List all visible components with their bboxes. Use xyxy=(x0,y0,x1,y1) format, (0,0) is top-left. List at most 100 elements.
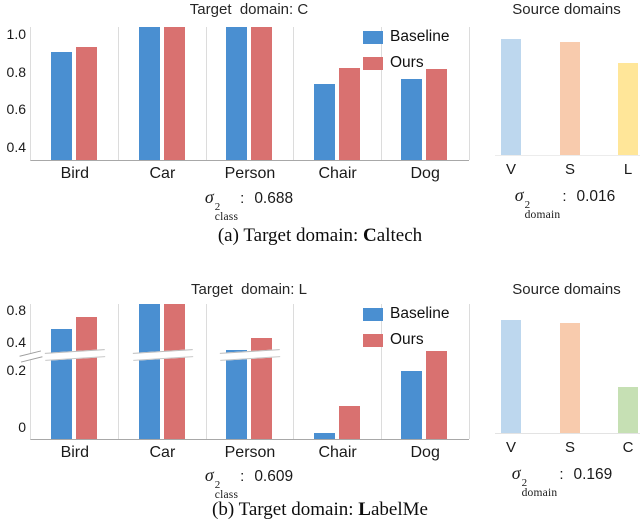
source-label-v: V xyxy=(505,161,516,178)
sigma-supsub: 2 domain xyxy=(521,477,558,500)
sigma-supsub: 2 class xyxy=(214,201,238,223)
caption-a-prefix: (a) Target domain: xyxy=(217,225,364,246)
bar-ours-bird xyxy=(76,316,97,439)
y-tick-label-0: 0 xyxy=(18,418,26,435)
sigma-domain-b: σ 2 domain:0.169 xyxy=(487,463,637,499)
class-chart-b-title: Target domain: L xyxy=(191,281,307,298)
sigma-value: 0.016 xyxy=(576,188,616,205)
x-label-dog: Dog xyxy=(410,165,440,182)
source-label-s: S xyxy=(564,161,575,178)
sigma-symbol: σ xyxy=(511,463,521,483)
category-gridline xyxy=(118,304,120,439)
legend-item-ours: Ours xyxy=(363,54,449,72)
sigma-symbol: σ xyxy=(204,465,214,485)
x-label-chair: Chair xyxy=(318,165,357,182)
legend-swatch-ours xyxy=(363,56,383,70)
source-bar-v xyxy=(501,39,521,155)
x-label-bird: Bird xyxy=(60,444,90,461)
source-label-v: V xyxy=(505,439,516,456)
bar-ours-bird xyxy=(76,47,97,160)
y-tick-label-0.2: 0.2 xyxy=(6,362,26,379)
sigma-symbol: σ xyxy=(204,187,214,207)
bar-baseline-dog xyxy=(401,79,423,160)
y-tick-label-0.8: 0.8 xyxy=(6,302,26,319)
source-label-s: S xyxy=(564,439,575,456)
sigma-sub: domain xyxy=(521,487,558,500)
bar-baseline-dog xyxy=(401,370,423,439)
sigma-value: 0.609 xyxy=(254,468,294,485)
bar-ours-dog xyxy=(426,68,448,160)
source-bar-s xyxy=(560,323,580,433)
x-label-person: Person xyxy=(224,444,276,461)
bar-baseline-person xyxy=(226,349,248,439)
source-bar-s xyxy=(560,42,580,155)
caption-a-bold-letter: C xyxy=(363,225,377,246)
legend-label-ours: Ours xyxy=(390,331,424,348)
x-label-chair: Chair xyxy=(318,444,357,461)
sigma-domain-a: σ 2 domain:0.016 xyxy=(490,185,640,221)
caption-a-rest: altech xyxy=(376,225,423,246)
class-chart-b: 0 0.2 0.4 0.8 Bird Car Person Chair Dog Baseline O… xyxy=(7,302,470,461)
sigma-supsub: 2 class xyxy=(214,479,239,502)
bar-baseline-bird xyxy=(51,329,72,439)
sigma-supsub: 2 domain xyxy=(524,199,561,221)
category-gridline xyxy=(205,27,207,160)
x-label-dog: Dog xyxy=(410,444,440,461)
category-gridline xyxy=(293,304,295,439)
bar-ours-chair xyxy=(338,406,360,439)
source-chart-a-title: Source domains xyxy=(512,1,621,18)
bar-ours-dog xyxy=(426,350,448,439)
legend-swatch-ours xyxy=(363,333,383,347)
caption-b-bold-letter: L xyxy=(358,499,371,520)
bar-baseline-person xyxy=(226,27,248,160)
class-chart-a-title: Target domain: C xyxy=(189,1,309,18)
y-tick-label-0.6: 0.6 xyxy=(6,101,26,118)
y-tick-label-0.4: 0.4 xyxy=(6,333,26,350)
legend-label-baseline: Baseline xyxy=(390,305,450,322)
sigma-value: 0.169 xyxy=(573,466,613,483)
bar-baseline-car xyxy=(138,304,160,439)
sigma-colon: : xyxy=(240,468,245,485)
bar-ours-car xyxy=(163,27,185,160)
bar-baseline-chair xyxy=(313,433,335,439)
sigma-colon: : xyxy=(559,466,564,483)
source-bar-l xyxy=(618,63,638,155)
legend-label-ours: Ours xyxy=(390,54,424,71)
source-label-l: L xyxy=(623,161,633,178)
y-tick-label-0.8: 0.8 xyxy=(6,63,26,80)
bar-baseline-bird xyxy=(51,52,72,160)
sigma-symbol: σ xyxy=(514,185,524,205)
category-gridline xyxy=(468,27,470,160)
sigma-sup: 2 xyxy=(214,479,221,491)
x-label-bird: Bird xyxy=(60,165,90,182)
y-tick-label-1.0: 1.0 xyxy=(6,26,26,43)
caption-b-prefix: (b) Target domain: xyxy=(212,499,359,520)
source-bar-v xyxy=(501,320,521,433)
legend-label-baseline: Baseline xyxy=(390,28,450,45)
bar-ours-car xyxy=(163,304,185,439)
category-gridline xyxy=(293,27,295,160)
axis-break-mark xyxy=(19,350,43,363)
source-bar-c xyxy=(618,387,638,433)
category-gridline xyxy=(118,27,120,160)
caption-b-rest: abelMe xyxy=(370,499,428,520)
category-gridline xyxy=(380,304,382,439)
sigma-value: 0.688 xyxy=(254,190,294,207)
sigma-sup: 2 xyxy=(214,201,221,213)
sigma-sub: class xyxy=(214,489,239,502)
legend: Baseline Ours xyxy=(363,305,449,357)
x-label-car: Car xyxy=(149,165,176,182)
source-label-c: C xyxy=(622,439,634,456)
sigma-sup: 2 xyxy=(524,199,531,211)
sigma-colon: : xyxy=(562,188,567,205)
y-tick-label-0.4: 0.4 xyxy=(6,138,26,155)
legend: Baseline Ours xyxy=(363,28,449,80)
sigma-class-b: σ 2 class:0.609 xyxy=(30,465,468,501)
category-gridline xyxy=(380,27,382,160)
sigma-colon: : xyxy=(240,190,245,207)
bar-ours-person xyxy=(251,337,273,439)
bar-ours-chair xyxy=(338,68,360,160)
caption-a: (a) Target domain: Caltech xyxy=(0,225,640,247)
class-chart-a: 0.4 0.6 0.8 1.0 Bird Car Person Chair Dog Baselin… xyxy=(7,26,470,182)
